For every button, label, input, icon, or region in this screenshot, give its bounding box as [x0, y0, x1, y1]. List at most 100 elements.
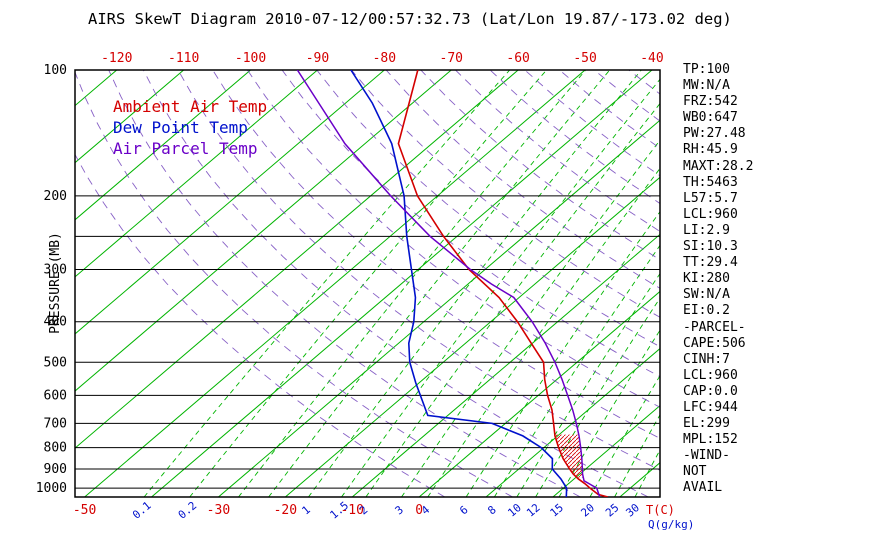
- cape-hatch-area: [554, 434, 584, 478]
- stats-line: EI:0.2: [683, 303, 730, 319]
- top-temp-label: -110: [168, 51, 199, 66]
- top-temp-label: -70: [440, 51, 463, 66]
- pressure-tick-label: 100: [44, 63, 67, 78]
- pressure-tick-label: 900: [44, 462, 67, 477]
- stats-line: NOT: [683, 464, 707, 480]
- pressure-tick-label: 300: [44, 263, 67, 278]
- skewt-grid: [0, 70, 660, 497]
- mixing-ratio-label: 8: [485, 503, 498, 517]
- stats-line: PW:27.48: [683, 126, 746, 142]
- stats-line: MW:N/A: [683, 78, 730, 94]
- air-parcel-temp-curve: [296, 70, 601, 497]
- pressure-tick-label: 800: [44, 441, 67, 456]
- dry-adiabat-line: [316, 70, 660, 348]
- mixing-ratio-label: 10: [505, 501, 524, 519]
- isotherm-line: [0, 70, 50, 497]
- stats-line: CAP:0.0: [683, 383, 738, 399]
- stats-line: SW:N/A: [683, 287, 730, 303]
- bottom-temp-label: -30: [207, 503, 230, 518]
- isotherm-line: [151, 70, 653, 497]
- dry-adiabat-line: [351, 70, 660, 318]
- pressure-tick-label: 400: [44, 315, 67, 330]
- stats-line: KI:280: [683, 271, 730, 287]
- dry-adiabat-line: [247, 70, 660, 408]
- pressure-axis-label: PRESSURE (MB): [48, 232, 63, 334]
- dry-adiabat-line: [108, 70, 581, 497]
- mixing-ratio-label: 30: [623, 501, 642, 519]
- dry-adiabat-line: [385, 70, 660, 289]
- legend-item: Air Parcel Temp: [113, 139, 258, 158]
- mixing-ratio-label: 0.1: [130, 499, 154, 522]
- stats-line: LI:2.9: [683, 222, 730, 238]
- mixing-ratio-line: [341, 78, 660, 497]
- pressure-tick-label: 500: [44, 355, 67, 370]
- isotherm-line: [218, 119, 660, 497]
- isotherm-line: [75, 70, 184, 164]
- legend-item: Dew Point Temp: [113, 118, 248, 137]
- mixing-ratio-line: [535, 297, 660, 497]
- isotherm-line: [284, 176, 660, 497]
- chart-title: AIRS SkewT Diagram 2010-07-12/00:57:32.7…: [88, 10, 732, 28]
- pressure-tick-label: 1000: [36, 481, 67, 496]
- mixing-ratio-label: 20: [578, 501, 597, 519]
- isotherm-line: [418, 290, 660, 497]
- dry-adiabat-line: [75, 153, 445, 497]
- stats-line: LCL:960: [683, 367, 738, 383]
- bottom-temp-label: -10: [340, 503, 363, 518]
- isotherm-line: [552, 404, 660, 497]
- dry-adiabat-line: [212, 70, 660, 439]
- mixing-ratio-line: [143, 70, 511, 497]
- mixing-ratio-line: [516, 272, 660, 497]
- top-temp-label: -90: [306, 51, 329, 66]
- isotherm-line: [351, 233, 660, 497]
- stats-line: LCL:960: [683, 206, 738, 222]
- mixing-ratio-line: [189, 70, 547, 497]
- stats-line: -WIND-: [683, 448, 730, 464]
- stats-line: SI:10.3: [683, 239, 738, 255]
- top-temp-label: -40: [640, 51, 663, 66]
- mixing-ratio-label: 6: [457, 503, 470, 517]
- dry-adiabat-line: [420, 70, 660, 261]
- mixing-ratio-line: [238, 70, 587, 497]
- stats-line: EL:299: [683, 416, 730, 432]
- stats-line: FRZ:542: [683, 94, 738, 110]
- stats-line: MAXT:28.2: [683, 158, 754, 174]
- stats-line: CAPE:506: [683, 335, 746, 351]
- stats-line: LFC:944: [683, 399, 738, 415]
- mixing-ratio-line: [268, 70, 611, 497]
- mixing-ratio-line: [465, 210, 660, 497]
- mixing-ratio-line: [401, 139, 660, 497]
- mixing-ratio-line: [558, 329, 660, 497]
- mixing-ratio-line: [427, 167, 660, 497]
- pressure-tick-label: 600: [44, 388, 67, 403]
- mixing-ratio-label: 25: [603, 501, 622, 519]
- isotherm-line: [75, 70, 251, 221]
- mixing-ratio-line: [614, 413, 660, 497]
- stats-line: MPL:152: [683, 432, 738, 448]
- mixing-ratio-line: [308, 70, 642, 497]
- mixing-ratio-label: 1: [299, 503, 312, 517]
- top-temp-label: -120: [101, 51, 132, 66]
- top-temp-label: -100: [235, 51, 266, 66]
- stats-line: RH:45.9: [683, 142, 738, 158]
- pressure-tick-label: 700: [44, 416, 67, 431]
- isotherm-line: [75, 70, 519, 449]
- dry-adiabat-line: [75, 71, 513, 497]
- mixing-ratio-label: 12: [524, 501, 543, 519]
- bottom-temp-label: -50: [73, 503, 96, 518]
- dry-adiabat-line: [489, 70, 660, 205]
- mixing-ratio-line: [493, 244, 660, 497]
- legend: Ambient Air Temp Dew Point Temp Air Parcel…: [113, 96, 267, 159]
- ambient-air-temp-curve: [397, 70, 608, 497]
- mixing-ratio-line: [365, 102, 660, 497]
- stats-line: -PARCEL-: [683, 319, 746, 335]
- top-temp-label: -80: [373, 51, 396, 66]
- stats-line: TT:29.4: [683, 255, 738, 271]
- legend-item: Ambient Air Temp: [113, 97, 268, 116]
- mixing-ratio-label: 15: [548, 501, 567, 519]
- dry-adiabat-line: [281, 70, 660, 378]
- mixing-ratio-label: 3: [393, 503, 406, 517]
- stats-line: CINH:7: [683, 351, 730, 367]
